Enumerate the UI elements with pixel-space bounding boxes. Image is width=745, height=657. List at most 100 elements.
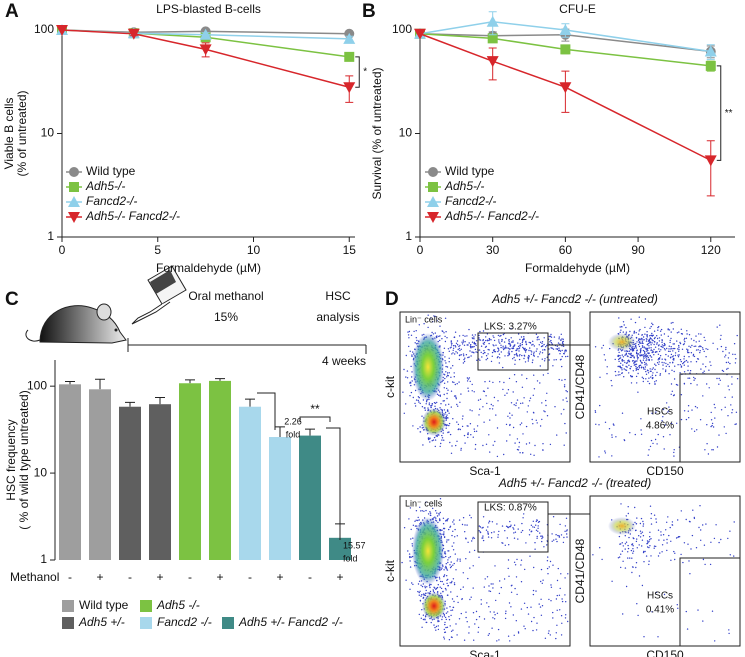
event-dot	[458, 347, 461, 350]
event-dot	[552, 617, 554, 619]
event-dot	[592, 554, 594, 556]
event-dot	[477, 626, 480, 629]
marker	[705, 60, 716, 71]
event-dot	[697, 349, 699, 351]
event-dot	[539, 425, 542, 427]
event-dot	[641, 338, 643, 340]
event-dot	[651, 342, 653, 344]
event-dot	[710, 411, 712, 414]
event-dot	[503, 453, 505, 456]
event-dot	[446, 575, 448, 577]
event-dot	[443, 636, 445, 638]
event-dot	[459, 354, 461, 356]
event-dot	[633, 364, 636, 366]
event-dot	[444, 356, 446, 358]
x-tick-label: +	[96, 570, 103, 584]
event-dot	[639, 349, 642, 351]
event-dot	[445, 589, 447, 591]
event-dot	[421, 626, 423, 628]
event-dot	[720, 409, 723, 411]
error-bar	[305, 428, 315, 436]
event-dot	[445, 565, 447, 568]
event-dot	[641, 545, 643, 547]
error-bar	[275, 426, 285, 438]
event-dot	[650, 439, 653, 442]
event-dot	[534, 548, 536, 550]
event-dot	[706, 424, 708, 426]
event-dot	[548, 335, 550, 338]
event-dot	[523, 357, 525, 360]
event-dot	[566, 536, 568, 538]
event-dot	[515, 404, 517, 407]
event-dot	[453, 542, 455, 544]
event-dot	[716, 377, 718, 380]
event-dot	[673, 378, 676, 380]
event-dot	[412, 583, 414, 586]
event-dot	[636, 353, 638, 355]
event-dot	[486, 339, 489, 341]
annotation: 2.26	[284, 416, 302, 426]
event-dot	[415, 510, 418, 512]
event-dot	[460, 354, 462, 356]
event-dot	[668, 365, 670, 368]
event-dot	[507, 355, 509, 357]
event-dot	[702, 558, 705, 561]
event-dot	[649, 355, 651, 357]
event-dot	[564, 530, 566, 532]
event-dot	[532, 629, 534, 632]
event-dot	[657, 433, 659, 436]
event-dot	[641, 531, 644, 533]
event-dot	[522, 433, 524, 435]
event-dot	[454, 528, 456, 531]
event-dot	[564, 617, 567, 619]
event-dot	[621, 367, 623, 369]
event-dot	[625, 585, 628, 588]
event-dot	[510, 402, 513, 404]
event-dot	[641, 334, 643, 336]
event-dot	[644, 364, 646, 366]
event-dot	[454, 331, 457, 333]
event-dot	[444, 551, 446, 553]
event-dot	[650, 523, 653, 525]
event-dot	[533, 345, 535, 347]
event-dot	[469, 567, 471, 569]
event-dot	[618, 371, 620, 373]
event-dot	[621, 358, 624, 361]
event-dot	[519, 452, 521, 454]
event-dot	[625, 541, 628, 543]
event-dot	[465, 558, 467, 560]
event-dot	[443, 628, 445, 631]
y-axis-title: c-kit	[383, 559, 397, 582]
event-dot	[417, 399, 419, 402]
y-tick-label: 1	[47, 229, 54, 243]
event-dot	[636, 517, 638, 519]
event-dot	[664, 424, 666, 426]
event-dot	[699, 350, 701, 352]
event-dot	[471, 383, 473, 386]
event-dot	[725, 432, 727, 435]
event-dot	[444, 621, 446, 624]
event-dot	[450, 452, 453, 454]
density-blob	[608, 333, 636, 351]
event-dot	[627, 547, 630, 550]
event-dot	[520, 581, 523, 583]
event-dot	[658, 340, 661, 342]
x-tick-label: +	[156, 570, 163, 584]
event-dot	[628, 364, 630, 366]
event-dot	[488, 339, 490, 342]
event-dot	[662, 534, 665, 536]
event-dot	[523, 336, 525, 338]
y-tick-label: 1	[40, 552, 47, 566]
event-dot	[665, 369, 667, 371]
legend-swatch	[62, 617, 74, 629]
event-dot	[456, 344, 459, 346]
event-dot	[445, 427, 447, 429]
event-dot	[526, 606, 528, 609]
event-dot	[466, 377, 469, 379]
event-dot	[688, 334, 691, 336]
event-dot	[639, 355, 641, 357]
event-dot	[661, 361, 663, 364]
event-dot	[683, 542, 686, 544]
event-dot	[409, 555, 411, 558]
event-dot	[469, 409, 471, 411]
